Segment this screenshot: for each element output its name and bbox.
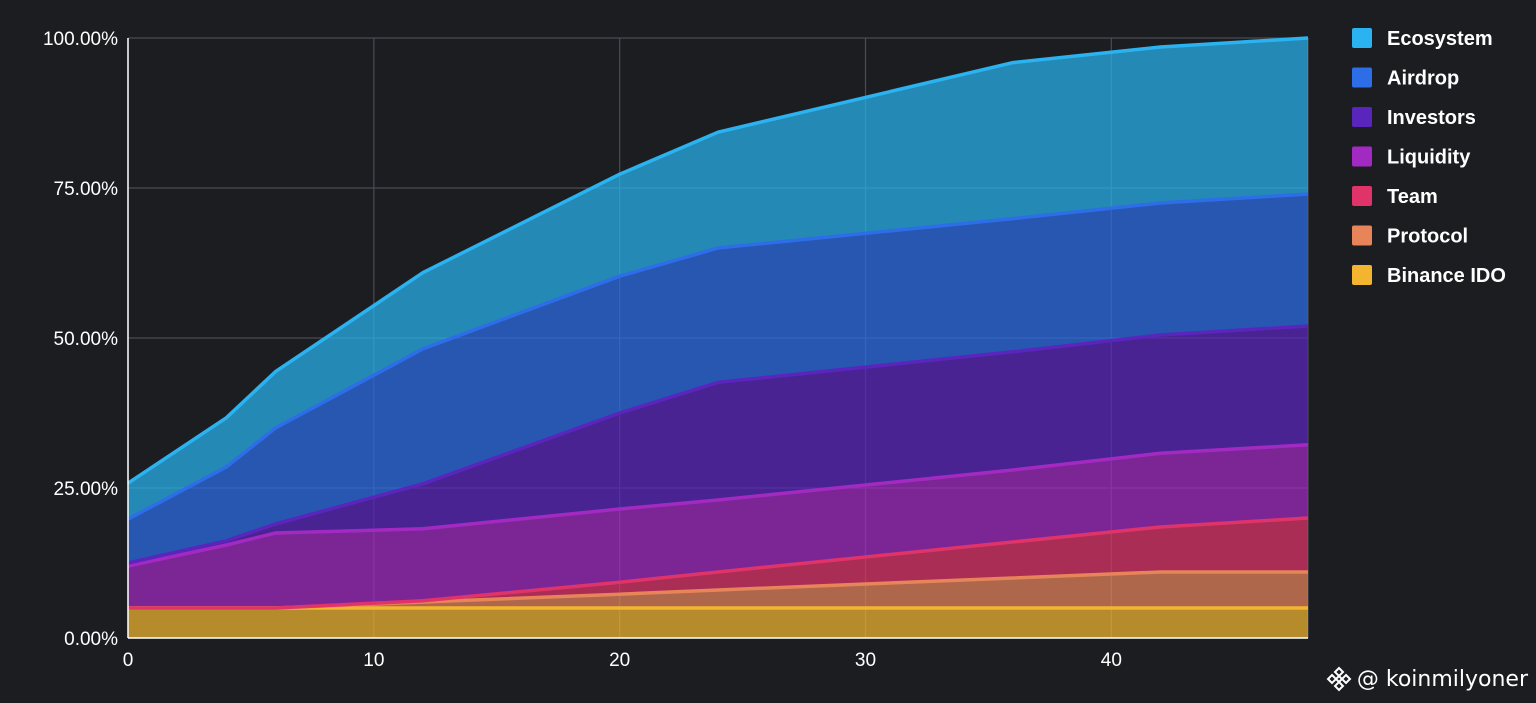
legend-item-investors: Investors xyxy=(1352,107,1476,129)
y-tick-label: 50.00% xyxy=(54,329,119,350)
legend-label: Airdrop xyxy=(1387,68,1459,90)
area-investors xyxy=(128,326,1308,566)
legend-item-binance-ido: Binance IDO xyxy=(1352,265,1506,287)
legend-swatch xyxy=(1352,67,1372,88)
x-tick-label: 40 xyxy=(1101,650,1122,671)
binance-logo-icon xyxy=(1326,666,1352,692)
legend-label: Ecosystem xyxy=(1387,28,1493,50)
legend-label: Team xyxy=(1387,186,1438,208)
area-binance-ido xyxy=(128,608,1308,638)
area-airdrop xyxy=(128,194,1308,563)
line-airdrop xyxy=(127,192,1309,521)
legend-label: Binance IDO xyxy=(1387,265,1506,287)
y-tick-label: 100.00% xyxy=(43,29,118,50)
line-team xyxy=(128,516,1309,610)
x-tick-label: 20 xyxy=(609,650,630,671)
legend-item-team: Team xyxy=(1352,186,1438,208)
legend-label: Liquidity xyxy=(1387,147,1471,169)
legend-label: Investors xyxy=(1387,107,1476,129)
x-tick-label: 30 xyxy=(855,650,876,671)
line-investors xyxy=(127,324,1309,565)
legend: Ecosystem Airdrop Investors Liquidity Team Pr… xyxy=(1352,28,1506,287)
legend-item-ecosystem: Ecosystem xyxy=(1352,28,1493,50)
series-lines xyxy=(127,36,1309,610)
legend-swatch xyxy=(1352,107,1372,127)
watermark: @ koinmilyoner xyxy=(1325,665,1528,693)
area-ecosystem xyxy=(128,38,1308,520)
axes: 0.00% 25.00% 50.00% 75.00% 100.00% 0 10 20 30 40 xyxy=(43,29,1308,671)
legend-swatch xyxy=(1352,225,1372,246)
x-tick-label: 10 xyxy=(363,650,384,671)
legend-swatch xyxy=(1352,28,1372,48)
y-tick-label: 0.00% xyxy=(64,629,118,650)
y-tick-label: 25.00% xyxy=(54,479,119,500)
watermark-text: @ koinmilyoner xyxy=(1356,666,1528,692)
area-liquidity xyxy=(128,444,1308,608)
legend-item-liquidity: Liquidity xyxy=(1352,146,1471,169)
legend-item-protocol: Protocol xyxy=(1352,225,1468,248)
legend-swatch xyxy=(1352,186,1372,206)
legend-label: Protocol xyxy=(1387,226,1468,248)
y-tick-label: 75.00% xyxy=(54,179,119,200)
legend-swatch xyxy=(1352,265,1372,285)
legend-item-airdrop: Airdrop xyxy=(1352,67,1459,90)
line-ecosystem xyxy=(127,36,1309,485)
legend-swatch xyxy=(1352,146,1372,167)
x-tick-label: 0 xyxy=(123,650,134,671)
line-liquidity xyxy=(127,443,1309,568)
